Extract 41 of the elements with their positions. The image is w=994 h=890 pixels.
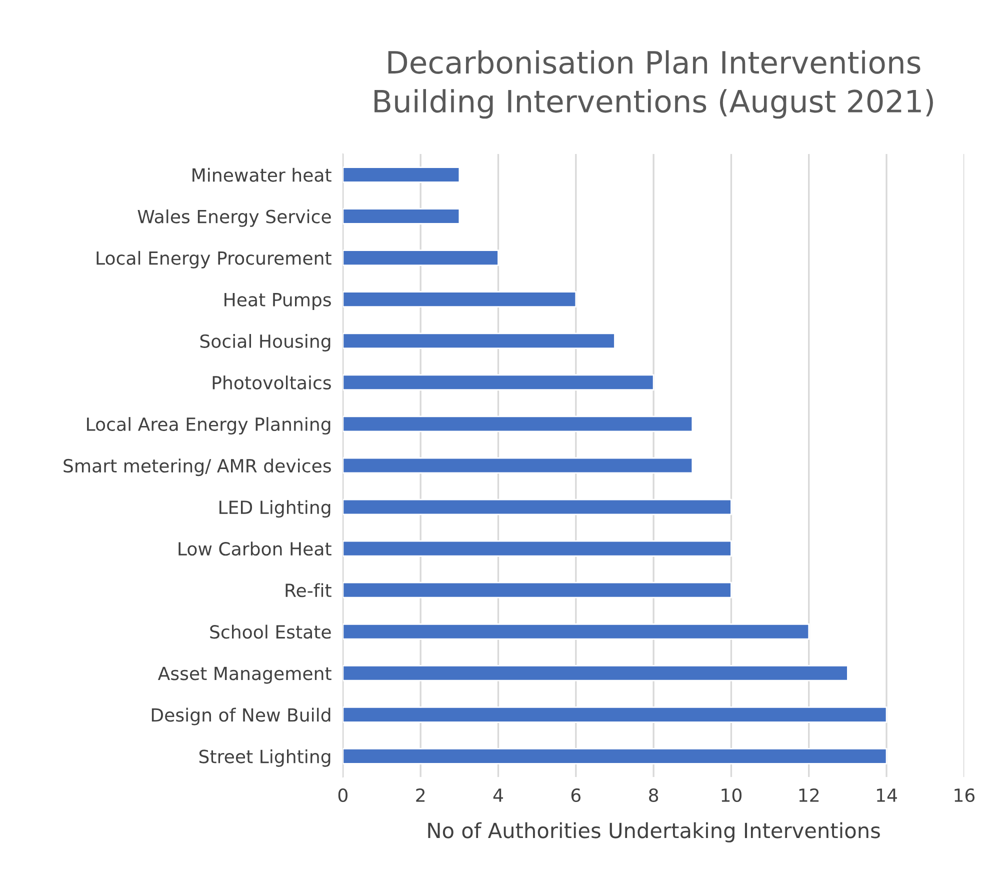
bar — [342, 291, 577, 308]
y-tick-label: Local Energy Procurement — [96, 250, 332, 268]
y-tick-label: Minewater heat — [192, 168, 332, 182]
x-tick-label: 2 — [416, 788, 425, 802]
bar — [342, 166, 460, 183]
bar — [342, 374, 654, 391]
bar — [342, 457, 694, 474]
y-tick-label: Re-fit — [286, 583, 332, 598]
x-tick-label: 8 — [649, 788, 658, 802]
bar — [342, 748, 888, 764]
y-tick-label: LED Lighting — [220, 500, 330, 518]
y-tick-label: Social Housing — [200, 334, 330, 352]
bar — [342, 582, 732, 598]
bar — [342, 332, 616, 350]
y-tick-label: Street Lighting — [199, 749, 330, 767]
bar — [342, 706, 888, 723]
y-tick-label: Local Area Energy Planning — [87, 417, 330, 435]
x-tick-label: 4 — [493, 788, 503, 802]
bar — [342, 208, 460, 224]
y-tick-label: Asset Management — [158, 666, 332, 684]
bar — [342, 416, 694, 432]
y-tick-label: Smart metering/ AMR devices — [64, 458, 331, 476]
x-tick-label: 0 — [338, 788, 348, 802]
chart-title: Decarbonisation Plan Interventions Building Interventions (August 2021) — [374, 50, 933, 119]
x-tick-label: 12 — [799, 788, 819, 802]
x-axis-title: No of Authorities Undertaking Interventions — [428, 822, 880, 842]
x-tick-label: 14 — [877, 788, 897, 802]
bar — [342, 540, 732, 557]
x-tick-label: 10 — [722, 788, 742, 802]
y-tick-label: Low Carbon Heat — [178, 542, 332, 556]
y-tick-label: Design of New Build — [152, 708, 330, 726]
x-tick-label: 16 — [954, 788, 975, 802]
y-tick-label: Wales Energy Service — [138, 209, 331, 227]
bar — [342, 664, 848, 682]
bar — [342, 250, 499, 266]
y-tick-label: Heat Pumps — [224, 293, 331, 310]
y-tick-label: School Estate — [210, 624, 331, 639]
bar — [342, 498, 732, 516]
bar — [342, 623, 810, 640]
y-tick-label: Photovoltaics — [212, 376, 331, 390]
x-tick-label: 6 — [571, 788, 581, 802]
